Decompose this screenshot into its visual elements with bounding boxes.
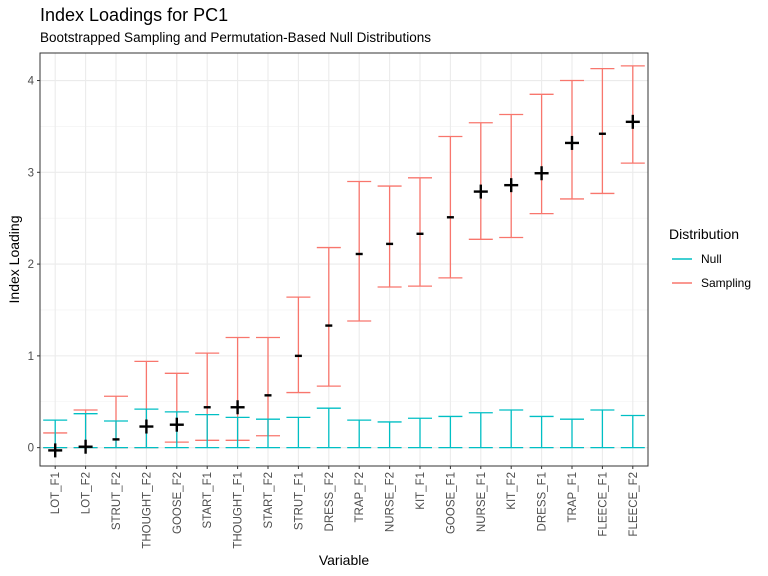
error-bars: [43, 65, 645, 449]
estimate-dress_f1: [534, 166, 549, 181]
estimate-goose_f2: [169, 417, 184, 432]
errorbar-null-thought_f1: [225, 416, 250, 449]
legend-label-null: Null: [701, 252, 722, 266]
errorbar-sampling-kit_f1: [408, 177, 432, 287]
estimate-lot_f1: [48, 443, 63, 458]
errorbar-null-kit_f1: [408, 417, 432, 449]
estimate-fleece_f2: [625, 114, 640, 129]
x-tick-label: GOOSE_F2: [172, 472, 184, 534]
x-tick-label: FLEECE_F2: [628, 472, 640, 537]
x-tick-label: KIT_F2: [506, 472, 518, 510]
errorbar-sampling-strut_f1: [286, 296, 311, 394]
estimate-kit_f2: [504, 178, 519, 193]
x-tick-label: FLEECE_F1: [597, 472, 609, 537]
estimate-thought_f2: [139, 419, 154, 434]
errorbar-sampling-dress_f2: [316, 246, 341, 387]
estimate-nurse_f1: [473, 184, 488, 199]
y-tick-label: 2: [28, 259, 34, 271]
errorbar-null-start_f1: [195, 413, 220, 449]
x-tick-label: KIT_F1: [415, 472, 427, 510]
legend-title: Distribution: [669, 226, 739, 242]
x-axis: LOT_F1 LOT_F2 STRUT_F2 THOUGHT_F2 GOOSE_F2 ST…: [50, 466, 640, 549]
errorbar-null-fleece_f1: [590, 409, 615, 449]
y-tick-label: 3: [28, 167, 34, 179]
errorbar-null-dress_f1: [529, 415, 554, 449]
errorbar-sampling-nurse_f2: [377, 185, 402, 288]
y-axis-title: Index Loading: [6, 216, 22, 304]
legend-label-sampling: Sampling: [701, 276, 751, 290]
x-tick-label: GOOSE_F1: [445, 472, 457, 534]
errorbar-sampling-nurse_f1: [468, 122, 493, 240]
x-tick-label: LOT_F2: [81, 472, 93, 514]
errorbar-sampling-fleece_f2: [620, 65, 645, 164]
x-tick-label: DRESS_F2: [324, 472, 336, 531]
chart-subtitle: Bootstrapped Sampling and Permutation-Ba…: [40, 30, 431, 45]
y-tick-label: 0: [28, 443, 34, 455]
errorbar-null-start_f2: [256, 418, 280, 449]
chart-title: Index Loadings for PC1: [40, 5, 228, 25]
plot-panel: [40, 53, 648, 466]
y-axis: 0 1 2 3 4: [28, 76, 40, 455]
x-tick-label: TRAP_F2: [354, 472, 366, 523]
x-tick-label: TRAP_F1: [567, 472, 579, 523]
x-tick-label: STRUT_F1: [293, 472, 305, 530]
estimate-trap_f1: [565, 135, 579, 150]
errorbar-null-kit_f2: [499, 409, 524, 449]
errorbar-null-fleece_f2: [620, 414, 645, 449]
errorbar-null-nurse_f1: [468, 412, 493, 449]
errorbar-null-trap_f2: [347, 419, 372, 449]
x-tick-label: START_F1: [202, 472, 214, 528]
estimate-lot_f2: [78, 439, 93, 454]
errorbar-sampling-fleece_f1: [590, 67, 615, 195]
y-tick-label: 1: [28, 351, 34, 363]
x-tick-label: THOUGHT_F2: [141, 472, 153, 549]
y-tick-label: 4: [28, 76, 35, 88]
errorbar-null-strut_f1: [286, 416, 311, 449]
errorbar-null-goose_f1: [438, 415, 463, 449]
x-tick-label: LOT_F1: [50, 472, 62, 514]
x-tick-label: DRESS_F1: [537, 472, 549, 531]
errorbar-null-trap_f1: [560, 418, 584, 449]
errorbar-null-dress_f2: [316, 407, 341, 449]
errorbar-sampling-goose_f1: [438, 135, 463, 279]
x-tick-label: NURSE_F1: [476, 472, 488, 532]
x-tick-label: NURSE_F2: [385, 472, 397, 532]
plot-border: [39, 52, 649, 467]
x-tick-label: STRUT_F2: [111, 472, 123, 530]
estimate-thought_f1: [230, 400, 245, 415]
x-axis-title: Variable: [319, 552, 370, 568]
errorbar-null-strut_f2: [104, 420, 128, 449]
errorbar-sampling-trap_f2: [347, 180, 372, 322]
legend-item-sampling: Sampling: [672, 276, 751, 290]
x-tick-label: START_F2: [263, 472, 275, 528]
point-estimates: [48, 114, 640, 458]
errorbar-sampling-dress_f1: [529, 93, 554, 215]
legend-item-null: Null: [672, 252, 722, 266]
legend: Distribution Null Sampling: [669, 226, 751, 290]
x-tick-label: THOUGHT_F1: [233, 472, 245, 549]
errorbar-null-nurse_f2: [377, 421, 402, 449]
errorbar-sampling-kit_f2: [499, 113, 524, 239]
